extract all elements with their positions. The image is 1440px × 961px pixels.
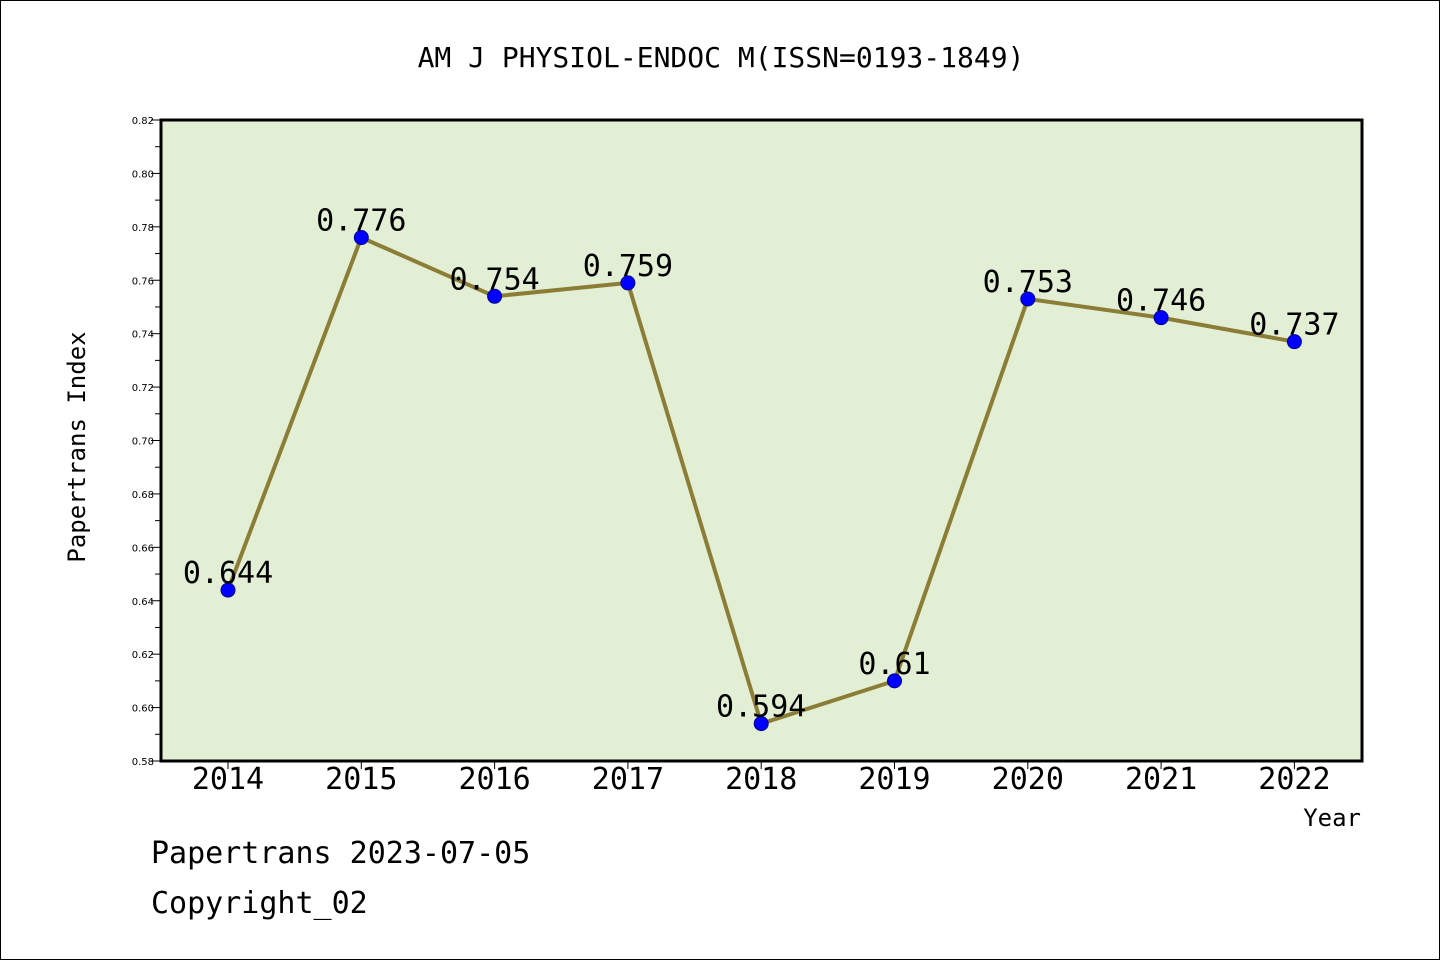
plot-area	[159, 118, 1364, 763]
data-label: 0.776	[316, 204, 406, 239]
data-point	[487, 288, 503, 304]
y-tick-label: 0.70	[132, 437, 154, 448]
data-point	[1020, 291, 1036, 307]
footer-copyright: Copyright_02	[151, 886, 368, 921]
data-point	[620, 275, 636, 291]
y-tick-label: 0.68	[132, 490, 154, 501]
x-tick-label: 2014	[192, 762, 264, 797]
data-labels: 0.644 0.776 0.754 0.759 0.594 0.61 0.753 0.746 0…	[183, 204, 1340, 725]
data-point	[1153, 310, 1169, 326]
y-tick-label: 0.72	[132, 383, 154, 394]
data-label: 0.737	[1249, 308, 1339, 343]
y-tick-label: 0.80	[132, 169, 154, 180]
y-tick-label: 0.60	[132, 704, 154, 715]
x-tick-label: 2021	[1125, 762, 1197, 797]
data-label: 0.746	[1116, 284, 1206, 319]
data-point	[353, 230, 369, 246]
y-tick-label: 0.78	[132, 223, 154, 234]
footer-date: Papertrans 2023-07-05	[151, 836, 531, 871]
y-tick-label: 0.58	[132, 757, 154, 768]
y-tick-label: 0.62	[132, 650, 154, 661]
x-tick-label: 2016	[458, 762, 530, 797]
y-axis: 0.58 0.60 0.62 0.64 0.66 0.68 0.70 0.72 0.74 0.76…	[132, 116, 161, 768]
x-tick-label: 2017	[592, 762, 664, 797]
y-tick-label: 0.74	[132, 330, 154, 341]
data-label: 0.644	[183, 556, 273, 591]
data-label: 0.754	[449, 262, 539, 297]
y-tick-label: 0.66	[132, 543, 154, 554]
x-tick-label: 2018	[725, 762, 797, 797]
x-tick-label: 2020	[992, 762, 1064, 797]
x-axis: 2014 2015 2016 2017 2018 2019 2020 2021 2022	[192, 761, 1331, 797]
data-points	[220, 230, 1302, 732]
x-axis-title: Year	[1303, 804, 1361, 832]
data-label: 0.61	[858, 647, 930, 682]
x-tick-label: 2022	[1258, 762, 1330, 797]
y-axis-title: Papertrans Index	[63, 331, 91, 562]
y-tick-label: 0.64	[132, 597, 154, 608]
x-tick-label: 2019	[858, 762, 930, 797]
data-label: 0.759	[583, 249, 673, 284]
data-point	[753, 716, 769, 732]
y-tick-label: 0.82	[132, 116, 154, 127]
data-point	[1286, 334, 1302, 350]
data-label: 0.753	[983, 265, 1073, 300]
x-tick-label: 2015	[325, 762, 397, 797]
data-point	[220, 582, 236, 598]
chart-title: AM J PHYSIOL-ENDOC M(ISSN=0193-1849)	[418, 41, 1025, 74]
data-label: 0.594	[716, 690, 806, 725]
data-point	[887, 673, 902, 689]
y-tick-label: 0.76	[132, 276, 154, 287]
